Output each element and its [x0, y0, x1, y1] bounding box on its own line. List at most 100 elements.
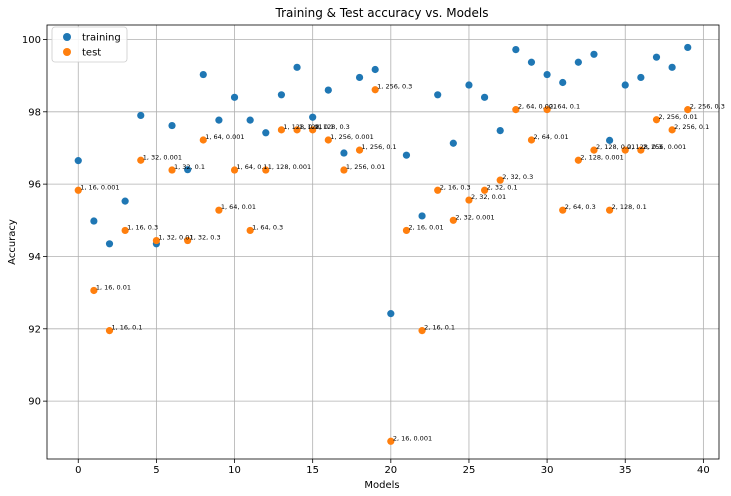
point-annotation: 2, 16, 0.1 — [424, 324, 455, 332]
training-point — [527, 58, 536, 66]
test-point — [121, 226, 129, 235]
test-point — [184, 236, 192, 245]
test-point — [105, 327, 114, 335]
test-point — [418, 327, 426, 335]
point-annotation: 2, 128, 0.001 — [580, 153, 623, 161]
plot-frame — [46, 24, 720, 460]
point-annotation: 1, 128, 0.01 — [283, 123, 322, 131]
test-point — [199, 136, 207, 144]
point-annotation: 1, 256, 0.01 — [346, 163, 385, 171]
point-annotation: 1, 128, 0.1 — [299, 123, 334, 131]
point-annotation: 1, 32, 0.1 — [174, 163, 205, 171]
training-point — [246, 116, 254, 124]
point-annotation: 1, 64, 0.001 — [205, 133, 244, 141]
point-annotation: 1, 256, 0.1 — [362, 143, 397, 151]
point-annotation: 2, 256, 0.001 — [643, 143, 686, 151]
test-point — [652, 116, 661, 124]
training-point — [105, 240, 114, 248]
grid-lines — [47, 25, 719, 459]
point-annotation: 2, 32, 0.001 — [455, 213, 494, 221]
test-point — [90, 286, 98, 295]
point-annotation: 1, 256, 0.3 — [377, 83, 412, 91]
point-annotation: 2, 64, 0.001 — [518, 103, 557, 111]
point-annotation: 1, 32, 0.01 — [158, 234, 193, 242]
point-annotation: 1, 16, 0.1 — [112, 324, 143, 332]
training-point — [418, 212, 426, 220]
test-point — [434, 186, 442, 194]
y-tick-label: 96 — [28, 180, 41, 191]
point-annotation: 2, 64, 0.1 — [549, 103, 580, 111]
chart-title: Training & Test accuracy vs. Models — [275, 6, 489, 20]
legend-marker-test — [63, 48, 71, 56]
x-tick-label: 20 — [384, 465, 397, 476]
test-point — [559, 206, 567, 214]
training-point — [293, 63, 301, 71]
point-annotation: 2, 32, 0.1 — [487, 183, 518, 191]
x-tick-label: 5 — [153, 465, 159, 476]
test-point — [309, 126, 317, 134]
test-point — [480, 186, 489, 194]
training-point — [230, 93, 239, 101]
point-annotation: 2, 256, 0.3 — [690, 103, 725, 111]
point-annotation: 2, 128, 0.3 — [627, 143, 662, 151]
training-point — [324, 86, 332, 94]
test-point — [527, 136, 536, 144]
legend-marker-training — [63, 33, 71, 41]
x-tick-label: 0 — [75, 465, 81, 476]
test-point — [402, 226, 411, 235]
test-point — [387, 437, 395, 445]
training-point — [449, 139, 457, 147]
test-point — [324, 136, 332, 144]
x-axis-title: Models — [364, 480, 399, 491]
test-point — [371, 86, 379, 94]
x-tick-label: 10 — [228, 465, 241, 476]
x-tick-label: 35 — [619, 465, 632, 476]
legend: training test — [51, 26, 128, 63]
point-annotation: 2, 128, 0.1 — [612, 203, 647, 211]
training-point — [668, 63, 676, 71]
training-point — [559, 78, 567, 87]
test-point — [449, 216, 457, 224]
training-point — [590, 50, 598, 58]
point-annotation: 1, 64, 0.1 — [237, 163, 268, 171]
point-annotation: 2, 32, 0.3 — [502, 173, 533, 181]
point-annotation: 2, 64, 0.01 — [533, 133, 568, 141]
test-point — [574, 156, 582, 164]
test-point — [74, 186, 82, 194]
test-point — [543, 106, 551, 114]
training-point — [137, 111, 145, 120]
point-annotation: 1, 64, 0.3 — [252, 223, 283, 231]
data-points — [74, 43, 692, 445]
x-tick-label: 25 — [463, 465, 476, 476]
test-point — [512, 106, 520, 114]
test-point — [496, 176, 504, 184]
point-annotation: 1, 32, 0.001 — [143, 153, 182, 161]
point-annotation: 1, 128, 0.001 — [268, 163, 311, 171]
test-point — [246, 226, 254, 235]
training-point — [543, 70, 551, 79]
point-annotation: 1, 16, 0.3 — [127, 223, 158, 231]
test-point — [152, 236, 160, 245]
training-point — [621, 81, 629, 89]
training-point — [606, 136, 614, 144]
y-tick-label: 92 — [28, 324, 41, 335]
point-annotation: 2, 16, 0.001 — [393, 434, 432, 442]
point-annotation: 1, 128, 0.3 — [315, 123, 350, 131]
training-point — [465, 81, 473, 89]
point-annotation: 2, 256, 0.01 — [658, 113, 697, 121]
y-tick-label: 100 — [22, 35, 41, 46]
point-annotation: 1, 32, 0.3 — [190, 234, 221, 242]
test-point — [606, 206, 614, 214]
test-point — [355, 146, 364, 154]
training-point — [387, 310, 395, 318]
point-annotation: 2, 16, 0.01 — [408, 223, 443, 231]
training-point — [434, 91, 442, 99]
training-point — [371, 65, 379, 74]
point-annotation: 2, 64, 0.3 — [565, 203, 596, 211]
test-point — [590, 146, 598, 154]
point-annotation: 1, 64, 0.01 — [221, 203, 256, 211]
point-annotation: 1, 16, 0.001 — [80, 183, 119, 191]
test-point — [465, 196, 473, 204]
legend-label-test: test — [82, 48, 101, 59]
